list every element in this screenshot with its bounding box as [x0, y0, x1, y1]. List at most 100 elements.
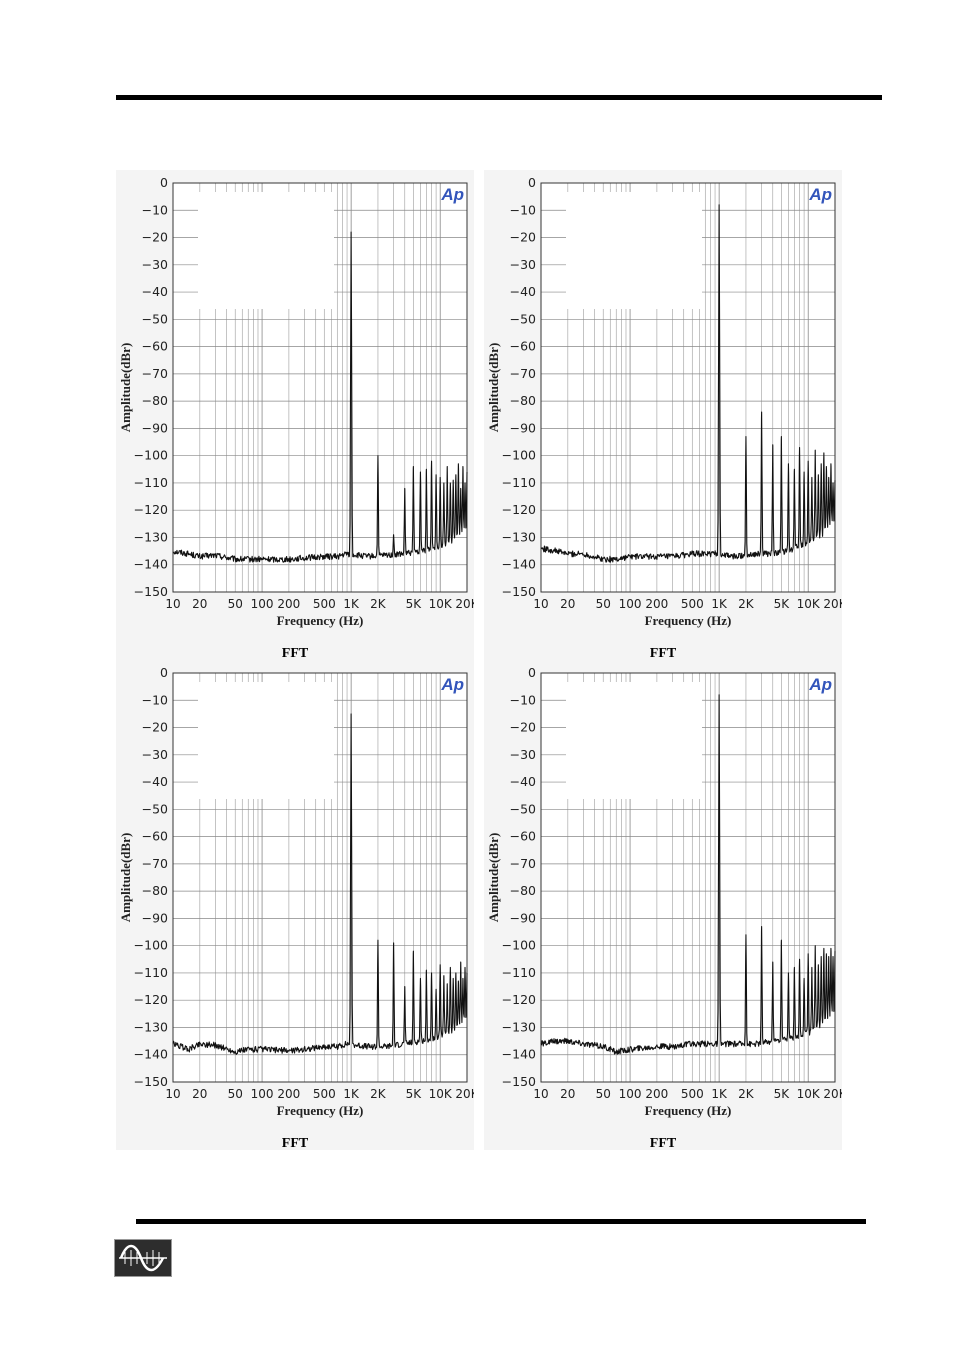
spectrum-line: [540, 694, 836, 1055]
x-tick-label: 1K: [711, 597, 728, 611]
y-tick-label: −140: [502, 557, 536, 572]
y-tick-label: −10: [510, 202, 536, 217]
y-tick-label: −60: [142, 829, 168, 844]
x-tick-label: 200: [645, 597, 668, 611]
x-axis-label: Frequency (Hz): [645, 613, 732, 628]
y-tick-label: −140: [502, 1047, 536, 1062]
x-tick-label: 20K: [455, 597, 474, 611]
y-tick-label: −120: [134, 992, 168, 1007]
x-tick-label: 200: [277, 1087, 300, 1101]
x-tick-label: 1K: [711, 1087, 728, 1101]
y-tick-label: −80: [142, 393, 168, 408]
y-axis-label: Amplitude(dBr): [486, 833, 501, 923]
x-tick-label: 2K: [370, 597, 387, 611]
chart-caption: FFT: [281, 646, 309, 661]
legend-box: [198, 682, 334, 799]
x-tick-label: 20: [192, 1087, 207, 1101]
x-tick-label: 10: [533, 1087, 548, 1101]
y-tick-label: −50: [510, 311, 536, 326]
chart-caption: FFT: [649, 646, 677, 661]
x-tick-label: 20: [560, 597, 575, 611]
y-axis-label: Amplitude(dBr): [118, 833, 133, 923]
x-tick-label: 5K: [406, 597, 423, 611]
y-tick-label: −100: [502, 938, 536, 953]
y-tick-label: −150: [502, 584, 536, 599]
x-tick-label: 5K: [406, 1087, 423, 1101]
x-tick-label: 500: [313, 1087, 336, 1101]
x-tick-label: 2K: [738, 1087, 755, 1101]
fft-chart-1: 0 −10 −20 −30 −40 −50 −60 −70 −80 −90 −100 −110 −120…: [118, 175, 474, 628]
ap-logo: Ap: [808, 675, 832, 694]
x-tick-label: 200: [645, 1087, 668, 1101]
y-tick-label: −20: [510, 230, 536, 245]
y-tick-label: −20: [142, 230, 168, 245]
y-tick-label: −10: [142, 692, 168, 707]
y-tick-label: −40: [510, 284, 536, 299]
y-tick-label: −90: [142, 420, 168, 435]
y-axis-label: Amplitude(dBr): [118, 343, 133, 433]
plot-border: [540, 672, 836, 1083]
y-tick-label: −10: [142, 202, 168, 217]
y-tick-label: −30: [142, 257, 168, 272]
y-tick-label: −130: [134, 1019, 168, 1034]
legend-box: [566, 192, 702, 309]
x-tick-label: 10: [165, 597, 180, 611]
y-tick-label: −110: [134, 965, 168, 980]
y-tick-label: −140: [134, 1047, 168, 1062]
y-tick-label: −130: [502, 529, 536, 544]
spectrum-line: [172, 231, 468, 563]
x-tick-label: 10K: [797, 1087, 821, 1101]
y-tick-label: −100: [134, 938, 168, 953]
x-tick-label: 200: [277, 597, 300, 611]
y-tick-label: −80: [510, 883, 536, 898]
y-tick-label: −50: [510, 801, 536, 816]
y-tick-label: −70: [510, 856, 536, 871]
y-tick-label: 0: [160, 665, 168, 680]
y-tick-label: −140: [134, 557, 168, 572]
x-axis-label: Frequency (Hz): [645, 1103, 732, 1118]
y-tick-label: −20: [510, 720, 536, 735]
y-tick-label: −70: [142, 366, 168, 381]
x-tick-label: 50: [596, 597, 611, 611]
x-tick-label: 10K: [429, 1087, 453, 1101]
plot-border: [540, 182, 836, 593]
company-logo: [114, 1239, 172, 1277]
chart-caption: FFT: [649, 1136, 677, 1151]
y-tick-label: −150: [134, 1074, 168, 1089]
y-tick-label: −110: [502, 475, 536, 490]
x-tick-label: 10: [533, 597, 548, 611]
y-tick-label: −110: [134, 475, 168, 490]
footer-rule: [136, 1219, 866, 1224]
y-tick-label: −50: [142, 311, 168, 326]
x-tick-label: 20K: [823, 1087, 842, 1101]
y-tick-label: −70: [142, 856, 168, 871]
y-tick-label: −70: [510, 366, 536, 381]
y-tick-label: −100: [502, 448, 536, 463]
x-tick-label: 10: [165, 1087, 180, 1101]
legend-box: [198, 192, 334, 309]
legend-box: [566, 682, 702, 799]
x-tick-label: 50: [228, 597, 243, 611]
x-tick-label: 50: [596, 1087, 611, 1101]
y-tick-label: −120: [502, 502, 536, 517]
y-tick-label: −50: [142, 801, 168, 816]
fft-chart-panel-4: 0 −10 −20 −30 −40 −50 −60 −70 −80 −90 −100 −110 −120…: [484, 660, 842, 1151]
header-rule: [116, 95, 882, 100]
y-tick-label: −150: [502, 1074, 536, 1089]
x-tick-label: 500: [681, 597, 704, 611]
y-tick-label: −30: [510, 747, 536, 762]
y-tick-label: −100: [134, 448, 168, 463]
x-tick-label: 50: [228, 1087, 243, 1101]
fft-chart-panel-1: 0 −10 −20 −30 −40 −50 −60 −70 −80 −90 −100 −110 −120…: [116, 170, 474, 661]
fft-chart-3: 0 −10 −20 −30 −40 −50 −60 −70 −80 −90 −100 −110 −120…: [118, 665, 474, 1118]
spectrum-line: [540, 204, 836, 563]
y-tick-label: −90: [510, 420, 536, 435]
y-tick-label: −130: [134, 529, 168, 544]
y-tick-label: −80: [142, 883, 168, 898]
x-tick-label: 100: [619, 1087, 642, 1101]
x-tick-label: 5K: [774, 597, 791, 611]
chart-caption: FFT: [281, 1136, 309, 1151]
plot-border: [172, 182, 468, 593]
fft-chart-4: 0 −10 −20 −30 −40 −50 −60 −70 −80 −90 −100 −110 −120…: [486, 665, 842, 1118]
y-tick-label: −130: [502, 1019, 536, 1034]
